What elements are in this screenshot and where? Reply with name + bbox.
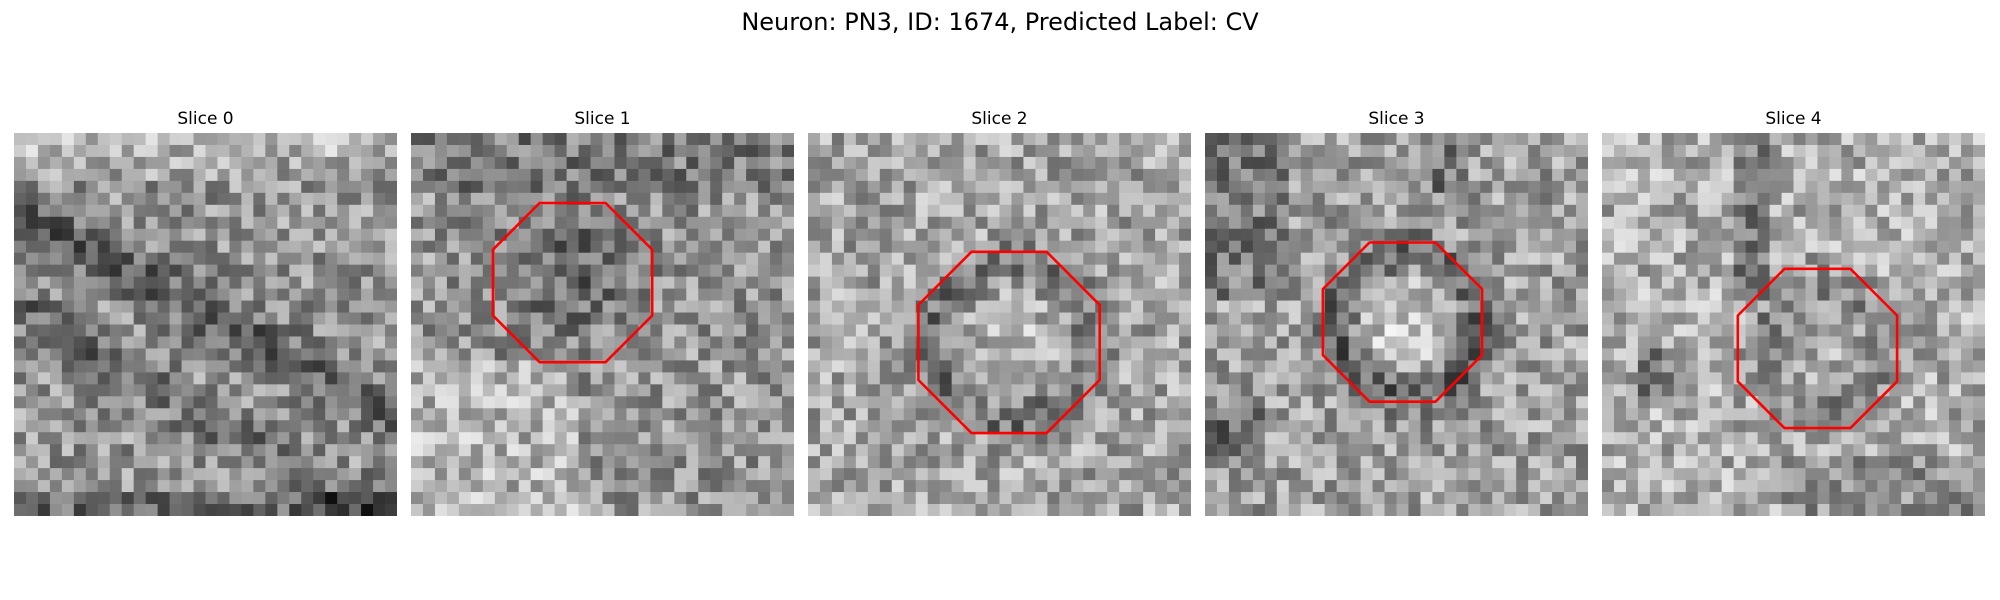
slice-marker-group-2 — [917, 250, 1102, 435]
slice-panel-0: Slice 0 — [14, 108, 397, 516]
figure-title: Neuron: PN3, ID: 1674, Predicted Label: … — [741, 8, 1259, 36]
slice-image-1 — [411, 133, 794, 516]
slice-marker-group-4 — [1736, 267, 1899, 430]
slice-panel-2: Slice 2 — [808, 108, 1191, 516]
slice-image-3 — [1205, 133, 1588, 516]
slice-pixels-3 — [1205, 133, 1588, 516]
slice-pixels-2 — [808, 133, 1191, 516]
slice-pixels-0 — [14, 133, 397, 516]
slice-panel-4: Slice 4 — [1602, 108, 1985, 516]
vesicle-marker-3 — [1321, 241, 1484, 404]
slice-pixels-4 — [1602, 133, 1985, 516]
slice-title-0: Slice 0 — [177, 109, 234, 129]
slice-title-2: Slice 2 — [971, 109, 1028, 129]
slice-image-0 — [14, 133, 397, 516]
vesicle-marker-4 — [1736, 267, 1899, 430]
slice-title-1: Slice 1 — [574, 109, 631, 129]
vesicle-marker-1 — [491, 201, 654, 364]
slice-image-4 — [1602, 133, 1985, 516]
slice-image-2 — [808, 133, 1191, 516]
slice-marker-group-1 — [491, 201, 654, 364]
slice-title-3: Slice 3 — [1368, 109, 1425, 129]
slice-title-4: Slice 4 — [1765, 109, 1822, 129]
vesicle-marker-2 — [917, 250, 1102, 435]
slice-panel-1: Slice 1 — [411, 108, 794, 516]
slice-panel-3: Slice 3 — [1205, 108, 1588, 516]
slice-pixels-1 — [411, 133, 794, 516]
slice-marker-group-3 — [1321, 241, 1484, 404]
